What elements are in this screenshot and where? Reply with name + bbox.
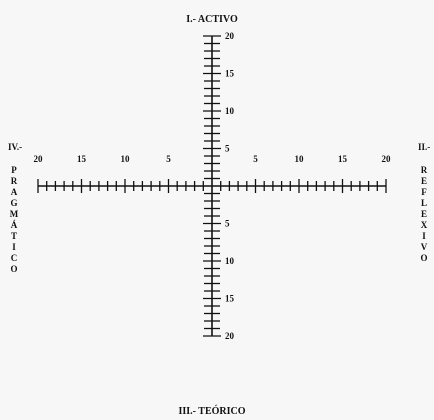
left-word-letter: R xyxy=(11,176,18,186)
right-word-letter: I xyxy=(422,231,426,241)
right-word-letter: O xyxy=(420,253,427,263)
right-word-letter: V xyxy=(421,242,428,252)
bottom-tick-label: 10 xyxy=(225,256,235,266)
left-tick-label: 5 xyxy=(166,154,171,164)
right-word-letter: F xyxy=(421,187,427,197)
right-word-letter: X xyxy=(421,220,428,230)
left-word-letter: C xyxy=(11,253,18,263)
top-tick-label: 10 xyxy=(225,106,235,116)
left-axis-numeral: IV.- xyxy=(8,142,22,152)
right-tick-label: 15 xyxy=(338,154,348,164)
bottom-axis-title: III.- TEÓRICO xyxy=(178,405,245,417)
top-axis-title: I.- ACTIVO xyxy=(186,14,238,25)
left-tick-label: 10 xyxy=(121,154,131,164)
top-tick-label: 20 xyxy=(225,31,235,41)
left-tick-label: 20 xyxy=(34,154,44,164)
right-word-letter: L xyxy=(421,198,427,208)
axes-group: 5 10 15 20 5 10 15 20 5 10 15 20 5 10 15 20 xyxy=(34,31,392,341)
right-word-letter: E xyxy=(421,176,427,186)
top-tick-label: 5 xyxy=(225,144,230,154)
left-word-letter: Á xyxy=(11,220,18,230)
right-word-letter: R xyxy=(421,165,428,175)
bottom-tick-label: 20 xyxy=(225,331,235,341)
right-tick-label: 20 xyxy=(382,154,392,164)
left-word-letter: M xyxy=(10,209,19,219)
left-word-letter: P xyxy=(11,165,17,175)
bottom-tick-label: 5 xyxy=(225,219,230,229)
left-word-letter: T xyxy=(11,231,17,241)
right-tick-label: 10 xyxy=(295,154,305,164)
right-axis-numeral: II.- xyxy=(418,142,430,152)
top-tick-label: 15 xyxy=(225,69,235,79)
left-word-letter: A xyxy=(11,187,18,197)
left-word-letter: I xyxy=(12,242,16,252)
right-word-letter: E xyxy=(421,209,427,219)
left-tick-label: 15 xyxy=(77,154,87,164)
left-word-letter: O xyxy=(10,264,17,274)
right-tick-label: 5 xyxy=(253,154,258,164)
bottom-tick-label: 15 xyxy=(225,294,235,304)
left-word-letter: G xyxy=(10,198,17,208)
